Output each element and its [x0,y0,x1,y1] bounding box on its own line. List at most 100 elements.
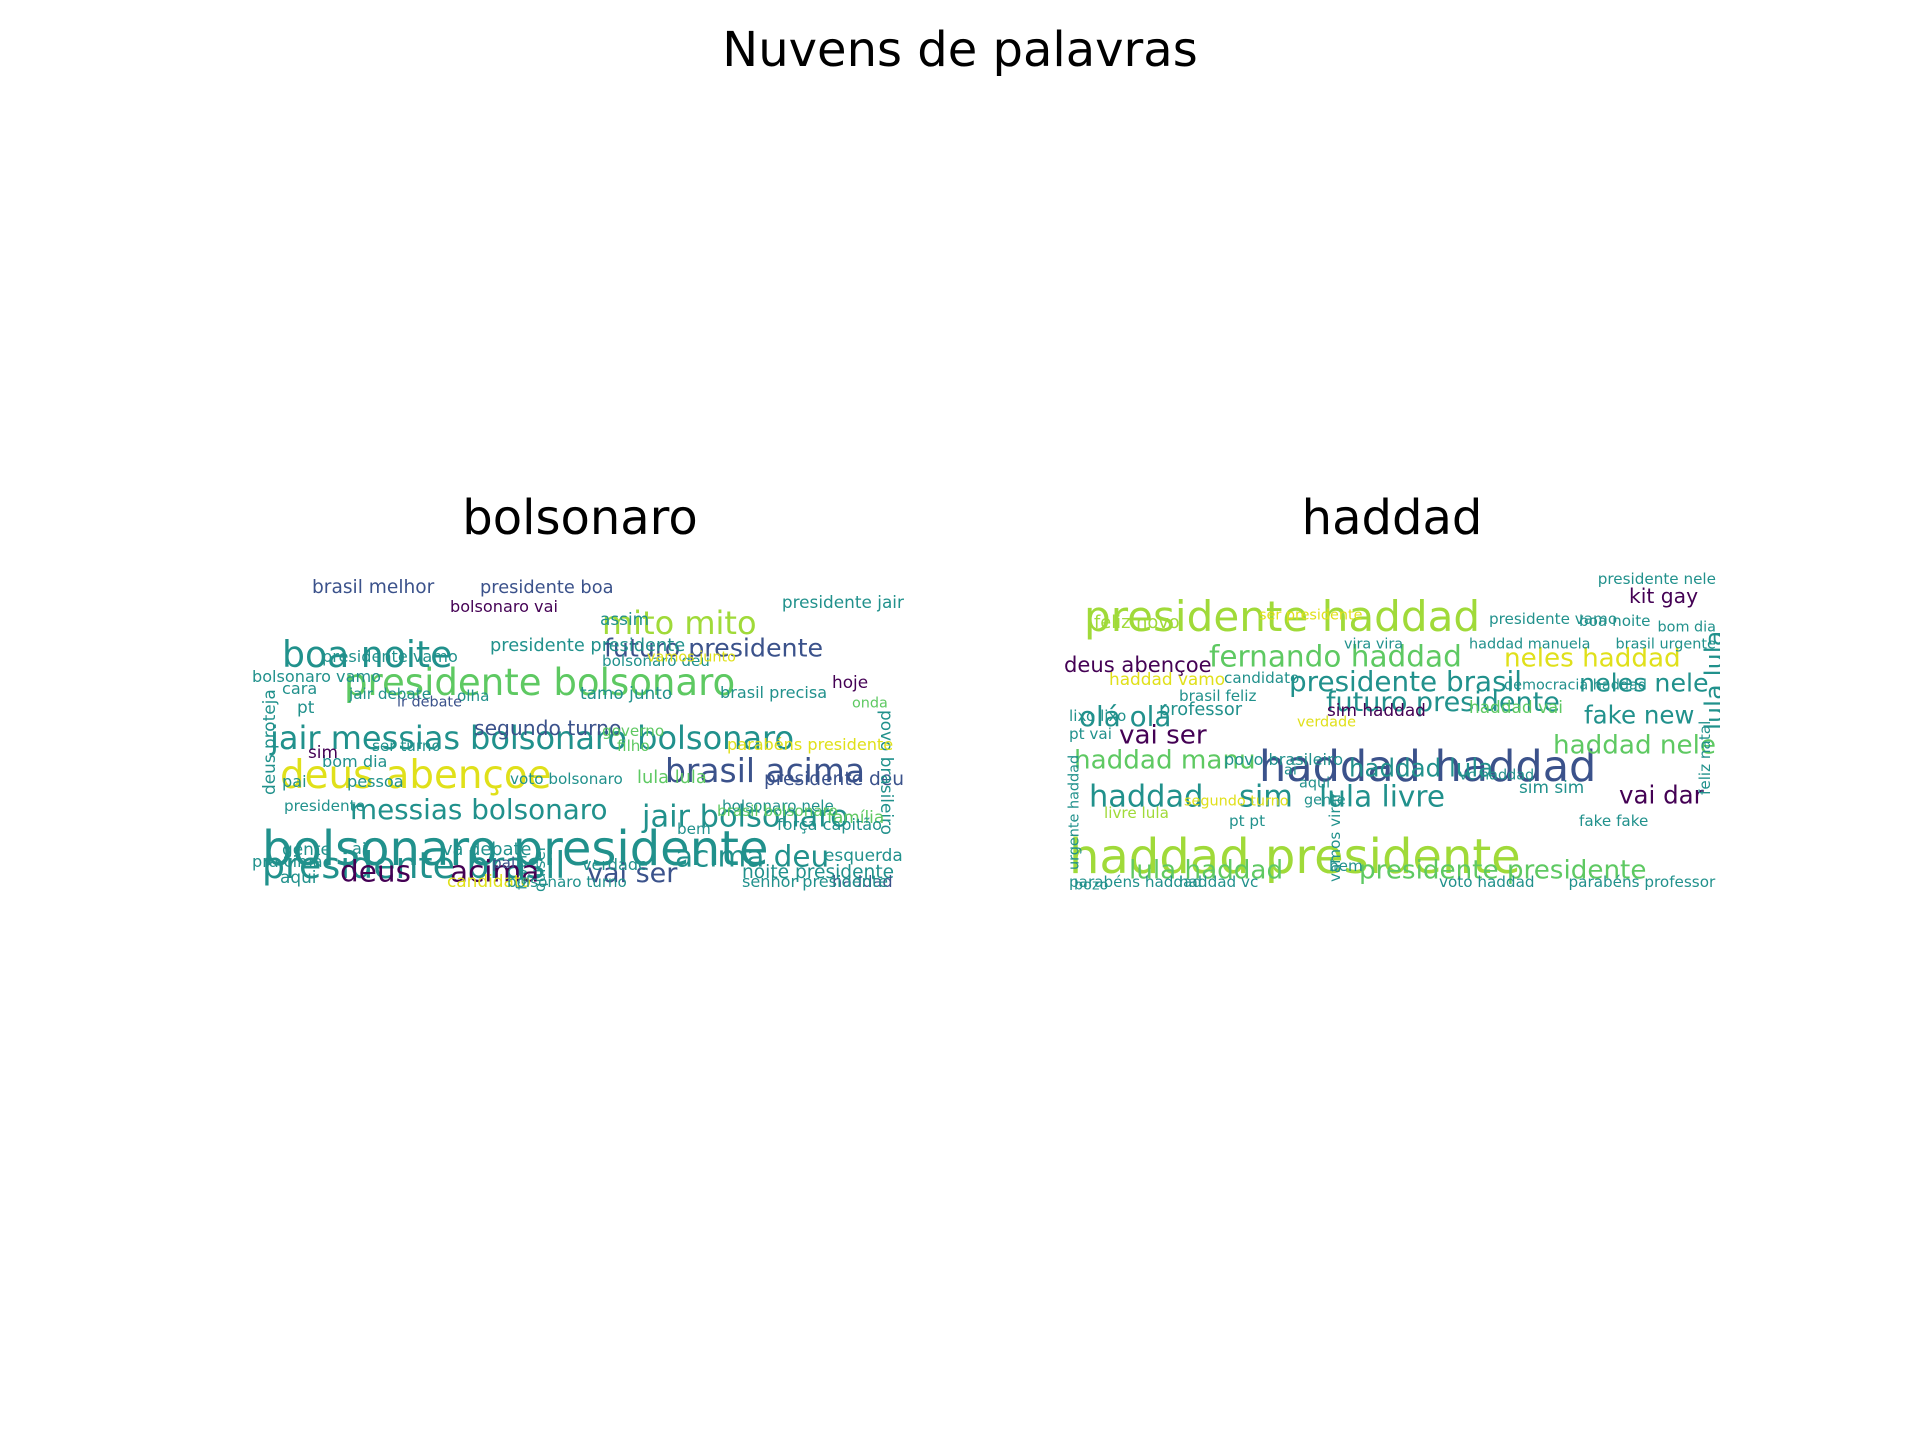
cloud-word: haddad manu [1074,745,1256,775]
cloud-word: ai [1284,763,1297,779]
cloud-word: messias bolsonaro [350,793,608,826]
cloud-word: deus abençoe [280,753,551,798]
cloud-word: noite presidente [742,862,894,883]
cloud-word: candidato [1224,669,1299,687]
cloud-word: vamos virar [1326,791,1344,882]
cloud-word: boa noite [282,633,452,676]
cloud-word: parabéns professor [1569,873,1716,891]
cloud-word: parabéns haddad [1069,873,1202,891]
cloud-word: professor [1159,699,1243,720]
cloud-word: bozo [1074,878,1108,894]
cloud-word: força capitão [777,815,882,834]
cloud-word: segundo turno [1184,794,1289,810]
cloud-word: kit gay [1629,584,1698,608]
cloud-word: voto haddad [1439,873,1535,891]
cloud-word: pai [282,772,307,791]
cloud-word: futuro presidente [604,633,823,662]
cloud-word: verdade [582,855,648,874]
cloud-word: feliz natal [1696,721,1714,795]
cloud-word: haddad vamo [1109,669,1225,689]
cloud-word: haddad [832,872,893,891]
cloud-word: fake new [1584,700,1694,729]
cloud-word: mito mito [602,604,757,642]
cloud-word: brasil urgente [1616,637,1716,653]
cloud-word: brasil bolsonaro [717,802,838,820]
cloud-word: presidente presidente [1359,855,1646,885]
cloud-word: presidente haddad [1084,592,1480,641]
cloud-word: vc haddad [1459,768,1534,784]
cloud-word: lula haddad [1129,855,1283,885]
cloud-word: acima [450,855,539,889]
cloud-word: senhor presidente [742,872,888,891]
cloud-word: deus [340,855,411,889]
cloud-word: bolsonaro vamo [252,667,381,686]
cloud-word: governo [602,722,664,740]
cloud-word: sim sim [1519,777,1584,797]
cloud-word: onda [852,696,888,712]
cloud-word: brasil feliz [1179,687,1257,705]
cloud-word: haddad manuela [1469,637,1590,653]
cloud-title-haddad: haddad [1301,490,1483,546]
cloud-word: pt [297,697,315,717]
cloud-word: fernando haddad [1209,640,1462,674]
cloud-word: jair messias [269,719,460,757]
cloud-word: presidente brasil [1289,665,1522,698]
cloud-word: bom dia [322,752,387,771]
cloud-word: pra cima [252,852,323,871]
cloud-word: pt pt [1229,812,1265,830]
cloud-word: presidente deu [764,769,904,790]
cloud-word: povo brasileiro [1224,750,1343,769]
cloud-word: vai ser [587,858,678,889]
cloud-word: parabéns presidente [727,735,893,754]
cloud-word: boa noite [1579,612,1651,630]
cloud-word: presidente presidente [490,635,685,656]
cloud-word: bolsonaro bolsonaro [470,719,794,757]
cloud-word: neles nele [1579,668,1709,697]
cloud-word: presidente [284,797,365,815]
cloud-word: pai [492,854,515,872]
cloud-word: bem [677,820,711,838]
cloud-title-bolsonaro: bolsonaro [462,490,698,546]
cloud-word: aqui [1299,776,1330,792]
cloud-word: lula lula [637,767,707,788]
cloud-word: favor [515,853,531,890]
cloud-word: lula livre [1319,780,1445,814]
cloud-word: ser turno [372,737,441,755]
cloud-word: va debate [442,839,531,860]
cloud-word: verdade [1297,715,1356,731]
cloud-word: pt vai [1069,725,1112,743]
cloud-word: deus proteja [259,689,279,795]
cloud-word: pessoa [347,772,404,791]
cloud-word: filho [617,737,650,755]
cloud-word: ai [352,839,366,858]
cloud-word: assim [600,609,649,629]
cloud-word: olha [457,687,489,705]
cloud-word: acima deu [675,840,829,874]
cloud-word: gente [1304,793,1346,809]
cloud-word: presidente vamo [322,647,458,666]
word-cloud-bolsonaro: bolsonaro presidente deus abençoe presiden… [252,560,908,896]
cloud-word: brasil acima [665,751,865,790]
cloud-word: feliz novo [1094,612,1180,633]
cloud-word: jair debate [348,685,431,703]
cloud-word: brasil melhor [312,577,435,598]
cloud-word: ir debate [397,695,462,711]
cloud-word: aqui [280,867,316,887]
cloud-word: vira vira [1344,637,1403,653]
cloud-word: haddad haddad [1259,742,1596,792]
cloud-word: sim [308,742,338,762]
cloud-word: fake fake [1579,812,1648,830]
cloud-word: cara [282,679,317,698]
cloud-word: livre lula [1104,804,1169,822]
cloud-word: presidente brasil [262,844,565,887]
cloud-word: hoje [832,672,868,692]
cloud-word: haddad vai [1469,697,1563,717]
cloud-word: neles haddad [1504,643,1681,673]
cloud-word: voto bolsonaro [510,770,623,788]
cloud-word: tamo junto [580,683,672,703]
cloud-word: haddad [1089,780,1203,815]
cloud-word: haddad vc [1179,873,1258,891]
cloud-word: presidente vamo [1489,610,1617,628]
cloud-word: vai dar [1619,780,1705,809]
